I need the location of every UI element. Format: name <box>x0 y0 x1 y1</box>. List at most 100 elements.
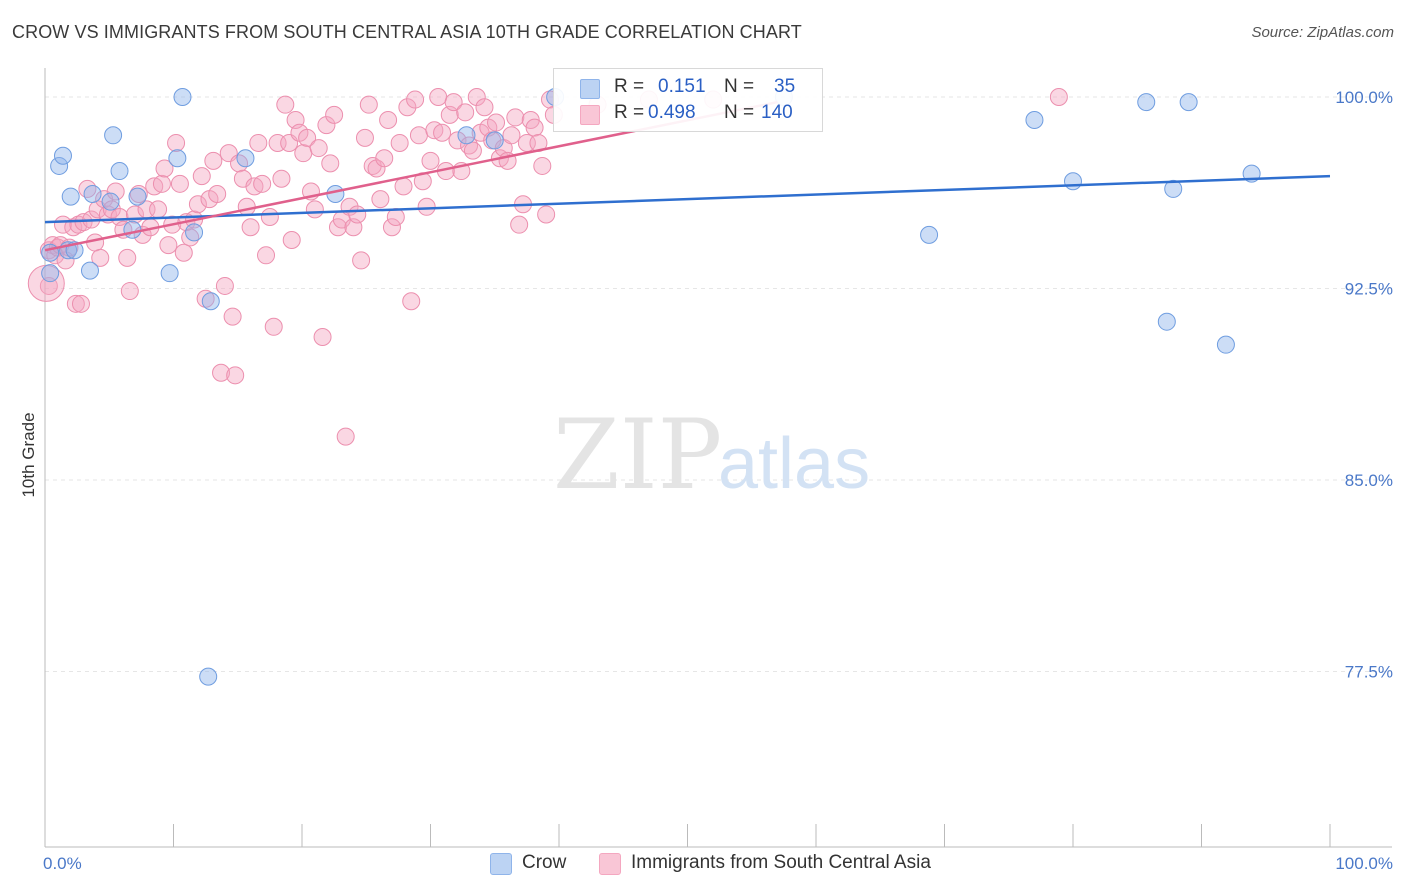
immigrants-point <box>208 185 227 204</box>
x-tick-label: 0.0% <box>43 854 82 873</box>
crow-point <box>128 187 147 206</box>
immigrants-point <box>298 128 317 147</box>
immigrants-point <box>506 108 525 127</box>
immigrants-point <box>371 190 390 209</box>
crow-point <box>173 88 192 106</box>
crow-point <box>326 185 345 204</box>
y-tick-label: 92.5% <box>1345 280 1393 299</box>
immigrants-point <box>106 182 125 201</box>
crow-point <box>80 261 99 280</box>
immigrants-point <box>355 128 374 147</box>
stats-legend: R = 0.151 N = 35 R = 0.498 N = 140 <box>553 68 823 132</box>
immigrants-point <box>406 90 425 109</box>
watermark-atlas: atlas <box>718 424 870 504</box>
immigrants-point <box>510 215 529 234</box>
watermark-zip: ZIP <box>553 399 722 511</box>
crow-n-label: N = <box>724 76 755 97</box>
crow-point <box>53 146 72 165</box>
crow-r-value: 0.151 <box>658 76 706 97</box>
x-tick-labels: 0.0% 100.0% <box>43 854 1393 873</box>
immigrants-point <box>120 282 139 301</box>
immigrants-point <box>272 169 291 188</box>
immigrants-point <box>174 243 193 262</box>
immigrants-point <box>241 218 260 237</box>
immigrants-point <box>313 328 332 347</box>
immigrants-point <box>379 110 398 129</box>
immigrants-point <box>487 113 506 132</box>
crow-point <box>41 264 60 283</box>
immigrants-n-value: 140 <box>761 102 793 123</box>
immigrants-point <box>188 195 207 214</box>
immigrants-point <box>159 236 178 255</box>
crow-legend-label: Crow <box>522 852 567 873</box>
immigrants-point <box>386 208 405 227</box>
immigrants-point <box>64 218 83 237</box>
immigrants-point <box>118 248 137 267</box>
immigrants-point <box>398 98 417 117</box>
immigrants-point <box>264 317 283 336</box>
immigrants-point <box>170 174 189 193</box>
chart-title: CROW VS IMMIGRANTS FROM SOUTH CENTRAL AS… <box>12 22 802 42</box>
immigrants-point <box>533 156 552 175</box>
immigrants-point <box>375 149 394 168</box>
crow-point <box>61 187 80 206</box>
immigrants-point <box>1049 88 1068 106</box>
immigrants-point <box>91 248 110 267</box>
immigrants-point <box>348 205 367 224</box>
immigrants-point <box>196 289 215 308</box>
immigrants-point <box>382 218 401 237</box>
crow-point <box>104 126 123 145</box>
y-tick-label: 77.5% <box>1345 663 1393 682</box>
crow-point <box>1137 93 1156 112</box>
crow-points <box>41 88 1261 686</box>
immigrants-point <box>249 133 268 152</box>
crow-point <box>201 292 220 311</box>
crow-point <box>101 192 120 211</box>
immigrants-point <box>417 197 436 216</box>
immigrants-point <box>215 276 234 295</box>
crow-swatch <box>580 79 600 99</box>
immigrants-point <box>321 154 340 173</box>
immigrants-point <box>253 174 272 193</box>
immigrants-point <box>78 179 97 198</box>
watermark: ZIP atlas <box>553 399 870 511</box>
y-axis-label: 10th Grade <box>19 412 38 497</box>
immigrants-point <box>276 95 295 114</box>
immigrants-point <box>102 200 121 219</box>
y-tick-labels: 100.0% 92.5% 85.0% 77.5% <box>1335 88 1393 682</box>
immigrants-point <box>525 118 544 137</box>
immigrants-point <box>325 105 344 124</box>
immigrants-point <box>212 363 231 382</box>
crow-point <box>199 667 218 686</box>
y-tick-label: 100.0% <box>1335 88 1393 107</box>
crow-point <box>1025 110 1044 129</box>
immigrants-point <box>237 197 256 216</box>
immigrants-point <box>444 93 463 112</box>
immigrants-point <box>336 427 355 446</box>
immigrants-point <box>204 151 223 170</box>
immigrants-point <box>475 98 494 117</box>
crow-point <box>168 149 187 168</box>
crow-point <box>236 149 255 168</box>
immigrants-point <box>305 200 324 219</box>
immigrants-point <box>71 294 90 313</box>
immigrants-r-label: R = <box>614 102 645 123</box>
crow-trend-line <box>44 174 1331 224</box>
immigrants-point <box>456 103 475 122</box>
immigrants-point <box>467 88 486 106</box>
x-tick-label: 100.0% <box>1335 854 1393 873</box>
immigrants-point <box>226 366 245 385</box>
immigrants-point <box>167 133 186 152</box>
immigrants-point <box>502 126 521 145</box>
crow-point <box>185 223 204 242</box>
crow-point <box>123 220 142 239</box>
immigrants-point <box>429 88 448 106</box>
immigrants-point <box>192 167 211 186</box>
crow-point <box>160 264 179 283</box>
immigrants-point <box>317 116 336 135</box>
immigrants-point <box>152 174 171 193</box>
crow-point <box>1216 335 1235 354</box>
immigrants-point <box>260 208 279 227</box>
immigrants-legend-swatch <box>599 853 621 875</box>
crow-point <box>920 225 939 244</box>
